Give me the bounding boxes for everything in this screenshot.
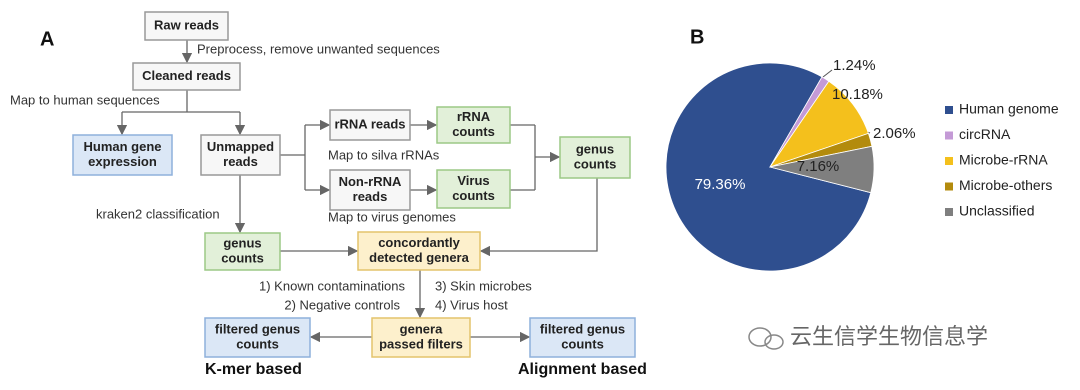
node-label: genus bbox=[576, 141, 614, 156]
node-label: counts bbox=[221, 250, 264, 265]
node-label: detected genera bbox=[369, 250, 469, 265]
node-label: concordantly bbox=[378, 235, 460, 250]
node-label: Virus bbox=[457, 173, 489, 188]
value-label: 79.36% bbox=[695, 176, 746, 193]
footer-label: K-mer based bbox=[205, 361, 302, 378]
value-label: 2.06% bbox=[873, 125, 916, 142]
node-label: counts bbox=[236, 336, 279, 351]
node-label: counts bbox=[574, 156, 617, 171]
pie-slice bbox=[665, 62, 872, 272]
node-box bbox=[132, 62, 241, 91]
footer-label: Alignment based bbox=[518, 361, 647, 378]
node-label: expression bbox=[88, 154, 157, 169]
pie-slice bbox=[769, 145, 875, 194]
watermark-icon bbox=[748, 327, 784, 350]
node-box bbox=[200, 134, 281, 176]
node-box bbox=[204, 232, 281, 271]
node-label: Cleaned reads bbox=[142, 68, 231, 83]
node-box bbox=[371, 317, 471, 358]
node-label: counts bbox=[452, 124, 495, 139]
edge-label: 2) Negative controls bbox=[284, 297, 400, 312]
node-label: filtered genus bbox=[215, 321, 300, 336]
edge-label: Map to silva rRNAs bbox=[328, 147, 440, 162]
legend-swatch bbox=[945, 182, 953, 191]
node-label: Raw reads bbox=[154, 17, 219, 32]
node-label: Unmapped bbox=[207, 139, 274, 154]
legend-swatch bbox=[945, 106, 953, 114]
legend-label: Human genome bbox=[959, 101, 1059, 117]
node-box bbox=[204, 317, 311, 358]
value-label: 1.24% bbox=[833, 57, 876, 74]
node-label: reads bbox=[353, 189, 388, 204]
node-label: rRNA bbox=[457, 109, 491, 124]
legend-swatch bbox=[945, 208, 953, 216]
node-label: genera bbox=[400, 321, 443, 336]
legend-label: circRNA bbox=[959, 126, 1011, 142]
node-box bbox=[357, 231, 481, 271]
edge-label: Map to virus genomes bbox=[328, 209, 456, 224]
legend-label: Microbe-rRNA bbox=[959, 152, 1048, 168]
node-box bbox=[144, 11, 229, 41]
node-label: counts bbox=[452, 188, 495, 203]
node-label: passed filters bbox=[379, 336, 463, 351]
legend-label: Microbe-others bbox=[959, 177, 1052, 193]
node-box bbox=[329, 169, 411, 211]
edge-label: kraken2 classification bbox=[96, 206, 220, 221]
value-label: 7.16% bbox=[797, 158, 840, 175]
edge-label: 3) Skin microbes bbox=[435, 278, 532, 293]
watermark: 云生信学生物信息学 bbox=[790, 324, 988, 349]
legend-swatch bbox=[945, 131, 953, 140]
edge-label: 4) Virus host bbox=[435, 297, 508, 312]
node-box bbox=[329, 109, 411, 141]
node-box bbox=[72, 134, 173, 176]
node-label: genus bbox=[223, 235, 261, 250]
node-label: reads bbox=[223, 154, 258, 169]
node-label: rRNA reads bbox=[334, 116, 405, 131]
edge-label: Map to human sequences bbox=[10, 92, 160, 107]
panel-label: B bbox=[690, 26, 704, 48]
value-label: 10.18% bbox=[832, 86, 883, 103]
node-label: counts bbox=[561, 336, 604, 351]
legend-swatch bbox=[945, 157, 953, 165]
connectors bbox=[116, 40, 598, 343]
node-box bbox=[436, 106, 511, 144]
panel-label: A bbox=[40, 28, 54, 50]
node-box bbox=[529, 317, 636, 358]
node-label: Human gene bbox=[83, 139, 161, 154]
edge-label: Preprocess, remove unwanted sequences bbox=[197, 41, 440, 56]
node-box bbox=[436, 169, 511, 209]
node-box bbox=[559, 136, 631, 179]
node-label: Non-rRNA bbox=[339, 174, 402, 189]
edge-label: 1) Known contaminations bbox=[259, 278, 405, 293]
node-label: filtered genus bbox=[540, 321, 625, 336]
legend-label: Unclassified bbox=[959, 203, 1034, 219]
